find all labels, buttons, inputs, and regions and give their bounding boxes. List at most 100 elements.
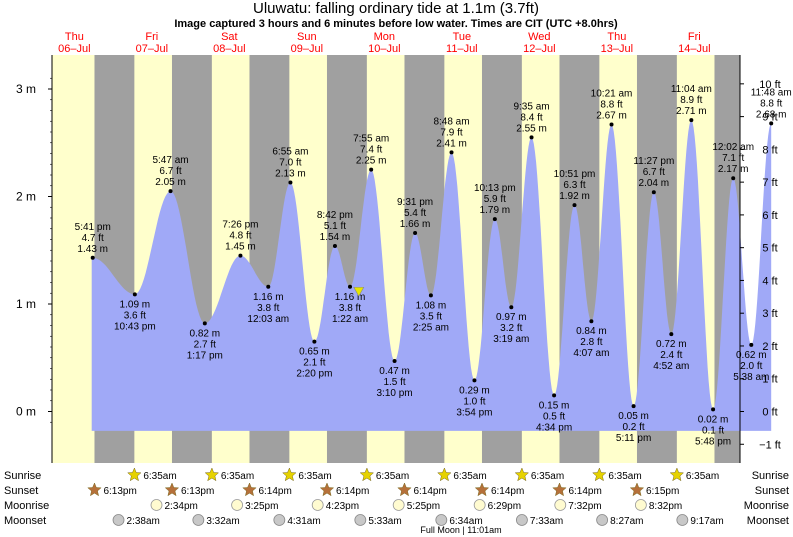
sunset-time: 6:13pm — [103, 486, 136, 497]
sunrise-time: 6:35am — [531, 471, 564, 482]
tide-point — [631, 404, 636, 409]
day-name: Thu — [65, 31, 84, 43]
tide-label: 0.62 m — [736, 350, 767, 361]
sunrise-icon — [669, 467, 685, 482]
moonrise-time: 5:25pm — [407, 501, 440, 512]
tide-label: 8.4 ft — [520, 112, 542, 123]
moonrise-icon — [150, 499, 163, 511]
sunset-icon — [474, 482, 490, 497]
tide-label: 0.72 m — [656, 339, 687, 350]
tide-label: 3:54 pm — [456, 407, 492, 418]
tide-point — [769, 121, 774, 126]
tide-label: 2:20 pm — [296, 369, 332, 380]
tide-label: 1.45 m — [225, 242, 256, 253]
tide-label: 10:21 am — [591, 88, 633, 99]
sunrise-icon — [204, 467, 220, 482]
tide-point — [669, 332, 674, 337]
y2-tick-label: 5 ft — [762, 243, 777, 255]
moonset-icon — [354, 514, 367, 526]
tide-label: 12:03 am — [247, 314, 289, 325]
chart-title: Uluwatu: falling ordinary tide at 1.1m (… — [253, 0, 539, 17]
tide-point — [369, 167, 374, 172]
tide-label: 2:25 am — [413, 322, 449, 333]
tide-label: 1.08 m — [416, 300, 447, 311]
moonset-icon — [192, 514, 205, 526]
y-tick-label: 1 m — [16, 297, 36, 311]
moonset-icon — [112, 514, 125, 526]
sunrise-icon — [127, 467, 142, 482]
tide-point — [572, 203, 577, 208]
y2-tick-label: 3 ft — [762, 308, 777, 320]
tide-label: 2.71 m — [676, 106, 707, 117]
tide-label: 5:38 am — [733, 372, 769, 383]
chart-subtitle: Image captured 3 hours and 6 minutes bef… — [174, 18, 618, 30]
sunset-time: 6:13pm — [181, 486, 214, 497]
tide-label: 2.13 m — [275, 169, 306, 180]
tide-label: 6.3 ft — [563, 180, 585, 191]
tide-point — [552, 393, 557, 398]
y2-tick-label: −1 ft — [759, 439, 781, 451]
tide-label: 2.55 m — [516, 123, 547, 134]
tide-label: 2.8 ft — [580, 337, 602, 348]
moonset-icon — [596, 514, 609, 526]
tide-label: 7:26 pm — [222, 220, 258, 231]
moonrise-time: 8:32pm — [649, 501, 682, 512]
tide-label: 1.16 m — [253, 292, 284, 303]
tide-label: 0.29 m — [459, 385, 490, 396]
sunrise-time: 6:35am — [143, 471, 176, 482]
y-tick-label: 0 m — [16, 405, 36, 419]
sunset-icon — [242, 482, 257, 497]
tide-label: 9:35 am — [513, 101, 549, 112]
sunrise-icon — [359, 467, 375, 482]
tide-point — [266, 284, 271, 289]
axes: 0 m 1 m 2 m 3 m −1 ft 0 ft 1 ft 2 ft 3 ft 4 ft 5 f… — [16, 55, 781, 463]
moonrise-time: 4:23pm — [326, 501, 359, 512]
day-name: Tue — [453, 31, 472, 43]
tide-label: 3:10 pm — [377, 388, 413, 399]
sunset-icon — [397, 482, 412, 497]
tide-label: 3.2 ft — [500, 323, 522, 334]
row-label-left: Sunrise — [4, 470, 41, 482]
y2-tick-label: 0 ft — [762, 407, 777, 419]
tide-point — [428, 293, 433, 298]
y2-tick-label: 9 ft — [762, 112, 777, 124]
tide-label: 5:41 pm — [75, 222, 111, 233]
tide-label: 8.9 ft — [680, 95, 702, 106]
moonrise-time: 2:34pm — [165, 501, 198, 512]
tide-label: 1:17 pm — [187, 350, 223, 361]
row-label-left: Moonrise — [4, 500, 49, 512]
tide-label: 2.41 m — [436, 138, 467, 149]
tide-label: 5:11 pm — [616, 433, 651, 444]
day-date: 06–Jul — [58, 43, 90, 55]
day-labels: Thu06–JulFri07–JulSat08–JulSun09–JulMon1… — [58, 31, 710, 55]
tide-label: 2.0 ft — [740, 361, 762, 372]
moonset-time: 8:27am — [610, 516, 643, 527]
tide-label: 10:51 pm — [554, 169, 596, 180]
sunset-time: 6:14pm — [413, 486, 446, 497]
y2-tick-label: 6 ft — [762, 210, 777, 222]
tide-label: 0.84 m — [576, 326, 607, 337]
tide-label: 8.8 ft — [760, 98, 782, 109]
tide-point — [689, 118, 694, 123]
moonset-time: 5:33am — [368, 516, 401, 527]
tide-point — [589, 319, 594, 324]
tide-label: 1.54 m — [320, 232, 351, 243]
tide-label: 1.66 m — [400, 219, 431, 230]
sunrise-icon — [282, 467, 297, 482]
tide-label: 2.4 ft — [660, 350, 682, 361]
tide-label: 1.16 m — [335, 292, 366, 303]
day-name: Fri — [145, 31, 158, 43]
tide-label: 2.68 m — [756, 109, 787, 120]
moonset-time: 6:34am — [449, 516, 482, 527]
sunset-time: 6:14pm — [491, 486, 524, 497]
sunrise-time: 6:35am — [453, 471, 486, 482]
tide-point — [449, 150, 454, 155]
y2-tick-label: 10 ft — [759, 79, 780, 91]
sunset-icon — [319, 482, 335, 497]
moon-phase-label: Full Moon | 11:01am — [420, 525, 501, 535]
tide-label: 2.25 m — [356, 156, 387, 167]
y-tick-label: 2 m — [16, 190, 36, 204]
tide-label: 8:42 pm — [317, 210, 353, 221]
row-label-left: Moonset — [4, 515, 46, 527]
